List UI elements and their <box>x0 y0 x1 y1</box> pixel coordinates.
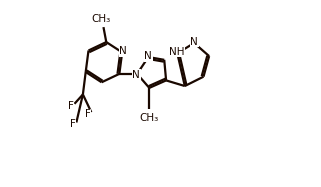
Text: N: N <box>119 46 127 56</box>
Text: CH₃: CH₃ <box>91 14 110 24</box>
Text: F: F <box>70 119 75 129</box>
Text: F: F <box>85 109 91 119</box>
Text: CH₃: CH₃ <box>140 113 159 123</box>
Text: N: N <box>132 70 140 80</box>
Text: N: N <box>144 51 152 61</box>
Text: NH: NH <box>169 47 184 57</box>
Text: N: N <box>190 36 198 47</box>
Text: F: F <box>68 101 74 111</box>
